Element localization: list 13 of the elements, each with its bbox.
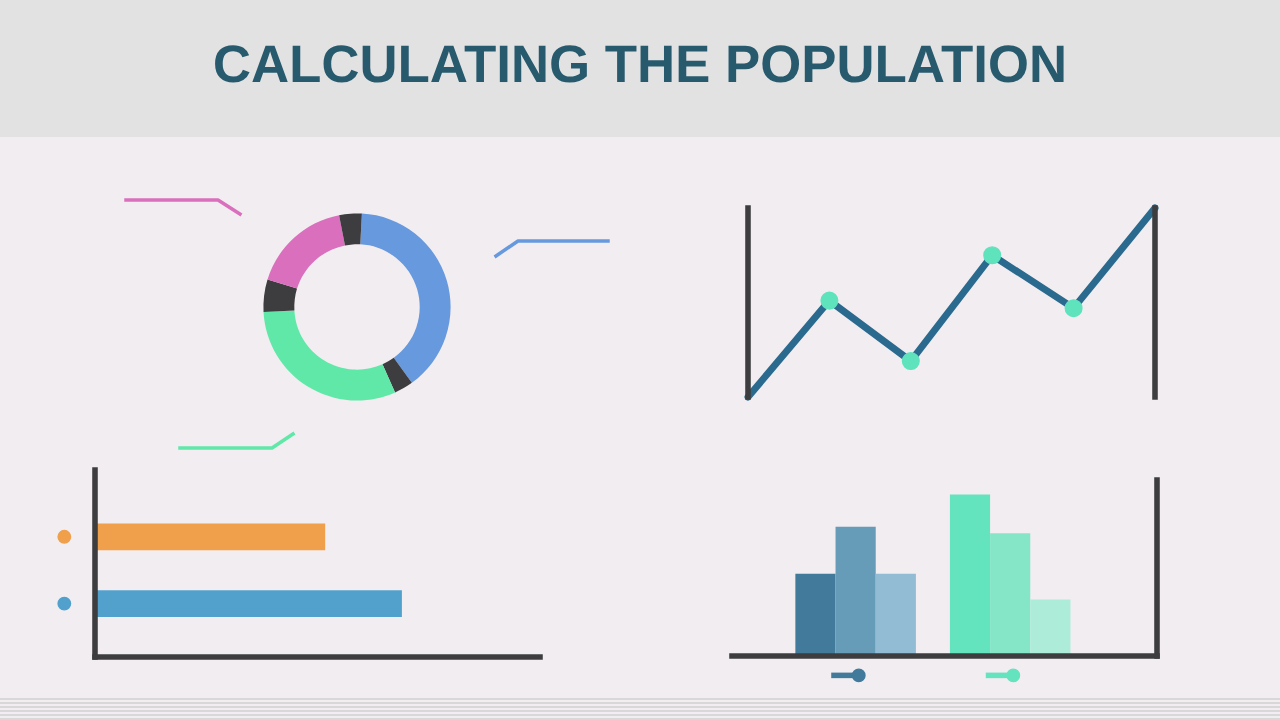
donut-slice <box>267 215 345 289</box>
bar <box>990 533 1031 656</box>
donut-slice <box>263 279 298 313</box>
donut-slice <box>382 357 412 393</box>
text: CALCULATING THE POPULATION <box>215 45 1064 83</box>
donut-slice <box>339 213 362 246</box>
bar <box>795 573 836 656</box>
bar <box>875 573 916 656</box>
donut-slice <box>263 310 396 401</box>
bar <box>835 526 876 656</box>
bar <box>1030 599 1071 656</box>
bar <box>949 494 991 656</box>
donut-slice <box>360 213 451 383</box>
